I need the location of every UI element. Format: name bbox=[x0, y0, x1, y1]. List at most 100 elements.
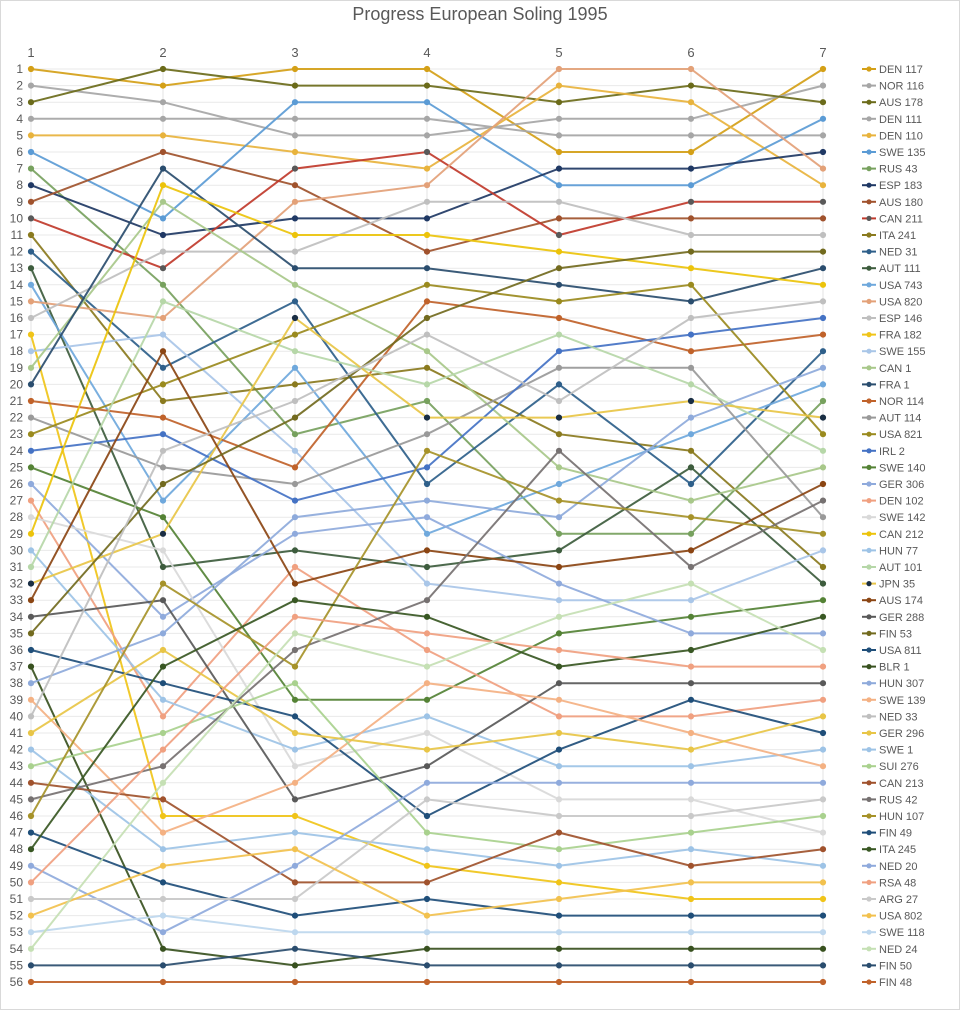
svg-text:SWE 139: SWE 139 bbox=[879, 695, 925, 707]
svg-text:14: 14 bbox=[10, 278, 24, 292]
svg-text:19: 19 bbox=[10, 361, 24, 375]
svg-text:JPN 35: JPN 35 bbox=[879, 579, 915, 591]
svg-text:36: 36 bbox=[10, 643, 24, 657]
svg-text:USA 802: USA 802 bbox=[879, 911, 922, 923]
svg-text:45: 45 bbox=[10, 792, 24, 806]
svg-text:8: 8 bbox=[16, 178, 23, 192]
svg-text:AUT 114: AUT 114 bbox=[879, 413, 921, 425]
svg-text:SWE 135: SWE 135 bbox=[879, 147, 925, 159]
svg-text:CAN 211: CAN 211 bbox=[879, 213, 923, 225]
svg-text:31: 31 bbox=[10, 560, 24, 574]
svg-text:BLR 1: BLR 1 bbox=[879, 662, 910, 674]
svg-text:18: 18 bbox=[10, 344, 24, 358]
svg-text:28: 28 bbox=[10, 510, 24, 524]
svg-text:ESP 183: ESP 183 bbox=[879, 180, 922, 192]
svg-text:USA 821: USA 821 bbox=[879, 429, 922, 441]
svg-text:GER 306: GER 306 bbox=[879, 479, 924, 491]
svg-text:NED 31: NED 31 bbox=[879, 247, 918, 259]
svg-text:FIN 50: FIN 50 bbox=[879, 960, 912, 972]
svg-text:43: 43 bbox=[10, 759, 24, 773]
svg-text:51: 51 bbox=[10, 892, 24, 906]
svg-text:NOR 114: NOR 114 bbox=[879, 396, 924, 408]
svg-text:SWE 1: SWE 1 bbox=[879, 745, 913, 757]
svg-text:DEN 117: DEN 117 bbox=[879, 64, 923, 76]
svg-text:DEN 102: DEN 102 bbox=[879, 496, 924, 508]
svg-text:7: 7 bbox=[16, 162, 23, 176]
svg-text:FRA 1: FRA 1 bbox=[879, 379, 910, 391]
svg-text:30: 30 bbox=[10, 543, 24, 557]
svg-text:SUI 276: SUI 276 bbox=[879, 761, 919, 773]
svg-text:5: 5 bbox=[16, 128, 23, 142]
svg-text:AUS 178: AUS 178 bbox=[879, 97, 923, 109]
svg-text:50: 50 bbox=[10, 875, 24, 889]
svg-text:42: 42 bbox=[10, 743, 24, 757]
svg-text:GER 296: GER 296 bbox=[879, 728, 924, 740]
svg-text:CAN 213: CAN 213 bbox=[879, 778, 924, 790]
svg-text:23: 23 bbox=[10, 427, 24, 441]
svg-text:AUS 180: AUS 180 bbox=[879, 197, 923, 209]
svg-text:FRA 182: FRA 182 bbox=[879, 330, 922, 342]
svg-text:CAN 212: CAN 212 bbox=[879, 529, 924, 541]
svg-text:6: 6 bbox=[687, 45, 694, 60]
svg-text:ARG 27: ARG 27 bbox=[879, 894, 918, 906]
svg-text:13: 13 bbox=[10, 261, 24, 275]
svg-text:37: 37 bbox=[10, 660, 24, 674]
svg-text:FIN 53: FIN 53 bbox=[879, 628, 912, 640]
svg-text:HUN 77: HUN 77 bbox=[879, 545, 918, 557]
svg-text:25: 25 bbox=[10, 460, 24, 474]
svg-text:55: 55 bbox=[10, 958, 24, 972]
svg-text:RUS 42: RUS 42 bbox=[879, 794, 918, 806]
svg-text:39: 39 bbox=[10, 693, 24, 707]
svg-text:HUN 307: HUN 307 bbox=[879, 678, 924, 690]
svg-text:46: 46 bbox=[10, 809, 24, 823]
svg-text:1: 1 bbox=[27, 45, 34, 60]
svg-text:48: 48 bbox=[10, 842, 24, 856]
svg-text:33: 33 bbox=[10, 593, 24, 607]
svg-text:4: 4 bbox=[423, 45, 430, 60]
svg-text:FIN 49: FIN 49 bbox=[879, 828, 912, 840]
svg-text:IRL 2: IRL 2 bbox=[879, 446, 905, 458]
svg-text:CAN 1: CAN 1 bbox=[879, 363, 911, 375]
svg-text:NOR 116: NOR 116 bbox=[879, 81, 924, 93]
svg-text:54: 54 bbox=[10, 942, 24, 956]
svg-text:34: 34 bbox=[10, 610, 24, 624]
svg-text:2: 2 bbox=[159, 45, 166, 60]
svg-text:24: 24 bbox=[10, 444, 24, 458]
svg-text:40: 40 bbox=[10, 709, 24, 723]
svg-text:53: 53 bbox=[10, 925, 24, 939]
svg-text:SWE 142: SWE 142 bbox=[879, 512, 925, 524]
svg-text:ITA 245: ITA 245 bbox=[879, 844, 916, 856]
svg-text:AUS 174: AUS 174 bbox=[879, 595, 923, 607]
svg-text:52: 52 bbox=[10, 909, 24, 923]
svg-text:7: 7 bbox=[819, 45, 826, 60]
svg-text:17: 17 bbox=[10, 328, 24, 342]
svg-text:FIN 48: FIN 48 bbox=[879, 977, 912, 989]
svg-text:ESP 146: ESP 146 bbox=[879, 313, 922, 325]
svg-text:ITA 241: ITA 241 bbox=[879, 230, 916, 242]
svg-text:27: 27 bbox=[10, 494, 24, 508]
svg-text:38: 38 bbox=[10, 676, 24, 690]
svg-text:21: 21 bbox=[10, 394, 24, 408]
svg-text:29: 29 bbox=[10, 527, 24, 541]
svg-text:USA 743: USA 743 bbox=[879, 280, 922, 292]
svg-text:41: 41 bbox=[10, 726, 24, 740]
svg-text:NED 33: NED 33 bbox=[879, 711, 918, 723]
svg-text:3: 3 bbox=[16, 95, 23, 109]
svg-text:SWE 140: SWE 140 bbox=[879, 462, 925, 474]
svg-text:35: 35 bbox=[10, 626, 24, 640]
svg-text:Progress European Soling 1995: Progress European Soling 1995 bbox=[352, 4, 607, 24]
svg-text:AUT 111: AUT 111 bbox=[879, 263, 921, 275]
svg-text:15: 15 bbox=[10, 294, 24, 308]
svg-text:2: 2 bbox=[16, 79, 23, 93]
svg-text:NED 20: NED 20 bbox=[879, 861, 918, 873]
svg-text:11: 11 bbox=[11, 228, 24, 242]
svg-text:USA 811: USA 811 bbox=[879, 645, 922, 657]
svg-text:USA 820: USA 820 bbox=[879, 296, 922, 308]
svg-text:NED 24: NED 24 bbox=[879, 944, 918, 956]
svg-text:49: 49 bbox=[10, 859, 24, 873]
svg-text:RUS 43: RUS 43 bbox=[879, 164, 918, 176]
svg-text:3: 3 bbox=[291, 45, 298, 60]
svg-text:47: 47 bbox=[10, 826, 24, 840]
svg-text:DEN 110: DEN 110 bbox=[879, 130, 923, 142]
svg-text:RSA 48: RSA 48 bbox=[879, 877, 916, 889]
